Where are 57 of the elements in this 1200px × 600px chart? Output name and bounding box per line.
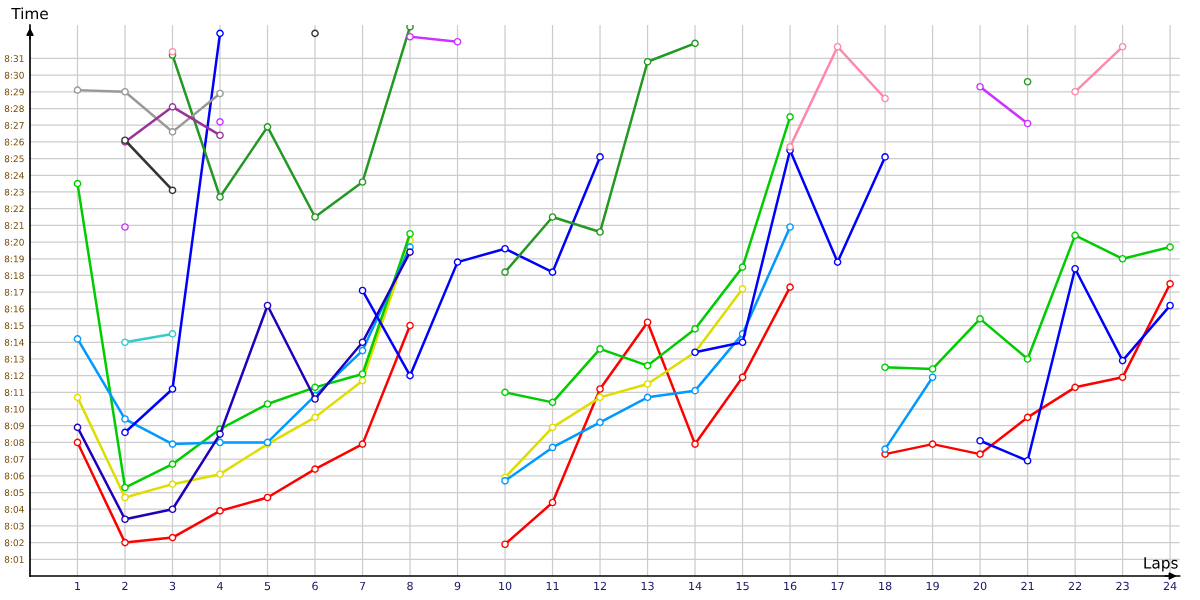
y-tick-label: 8:15 bbox=[4, 322, 24, 330]
y-tick-label: 8:14 bbox=[4, 338, 24, 346]
x-tick-label: 5 bbox=[264, 581, 271, 591]
y-tick-label: 8:02 bbox=[4, 539, 24, 547]
y-tick-label: 8:07 bbox=[4, 455, 24, 463]
x-tick-label: 14 bbox=[689, 581, 702, 590]
y-tick-label: 8:08 bbox=[4, 439, 24, 446]
y-tick-label: 8:10 bbox=[4, 405, 24, 413]
y-tick-label: 8:23 bbox=[4, 188, 24, 196]
y-tick-label: 8:29 bbox=[4, 88, 24, 96]
y-tick-label: 8:03 bbox=[4, 522, 24, 530]
x-tick-label: 23 bbox=[1116, 581, 1129, 591]
y-tick-label: 8:13 bbox=[4, 355, 24, 363]
y-tick-label: 8:19 bbox=[4, 255, 24, 263]
y-tick-label: 8:27 bbox=[4, 121, 24, 129]
y-tick-label: 8:28 bbox=[4, 105, 24, 113]
y-tick-label: 8:12 bbox=[4, 372, 24, 380]
x-tick-label: 11 bbox=[546, 581, 559, 590]
y-tick-label: 8:18 bbox=[4, 272, 24, 280]
y-tick-label: 8:22 bbox=[4, 205, 24, 213]
y-tick-label: 8:30 bbox=[4, 71, 24, 79]
x-tick-label: 18 bbox=[879, 581, 892, 591]
x-tick-label: 9 bbox=[454, 581, 461, 591]
y-tick-label: 8:05 bbox=[4, 489, 24, 497]
x-tick-label: 13 bbox=[641, 581, 654, 591]
x-tick-label: 22 bbox=[1068, 581, 1082, 590]
y-tick-label: 8:26 bbox=[4, 138, 24, 146]
x-tick-label: 17 bbox=[831, 581, 844, 590]
x-tick-label: 24 bbox=[1163, 581, 1177, 590]
x-tick-label: 19 bbox=[926, 581, 939, 591]
x-tick-label: 4 bbox=[217, 581, 223, 590]
y-tick-label: 8:21 bbox=[4, 222, 24, 229]
x-tick-label: 2 bbox=[122, 581, 128, 590]
y-tick-label: 8:01 bbox=[4, 556, 24, 563]
x-tick-label: 10 bbox=[499, 581, 512, 591]
y-tick-label: 8:25 bbox=[4, 155, 24, 163]
x-tick-label: 7 bbox=[359, 581, 366, 590]
y-tick-label: 8:11 bbox=[4, 389, 24, 396]
y-tick-label: 8:09 bbox=[4, 422, 24, 430]
x-tick-label: 6 bbox=[312, 581, 318, 591]
x-axis-title: Laps bbox=[1144, 557, 1178, 572]
y-tick-label: 8:31 bbox=[4, 55, 24, 62]
x-tick-label: 15 bbox=[736, 581, 749, 591]
x-tick-label: 20 bbox=[973, 581, 987, 591]
x-tick-label: 3 bbox=[169, 581, 176, 591]
y-tick-label: 8:17 bbox=[4, 288, 24, 296]
x-tick-label: 12 bbox=[594, 581, 607, 590]
x-tick-label: 1 bbox=[75, 581, 81, 590]
x-tick-label: 8 bbox=[407, 581, 413, 591]
y-tick-label: 8:24 bbox=[4, 172, 24, 179]
y-tick-label: 8:20 bbox=[4, 238, 24, 246]
y-tick-label: 8:04 bbox=[4, 505, 24, 513]
y-tick-label: 8:06 bbox=[4, 472, 24, 480]
y-axis-title: Time bbox=[11, 7, 48, 20]
x-tick-label: 16 bbox=[784, 581, 797, 591]
x-tick-label: 21 bbox=[1021, 581, 1034, 590]
y-tick-label: 8:16 bbox=[4, 305, 24, 313]
